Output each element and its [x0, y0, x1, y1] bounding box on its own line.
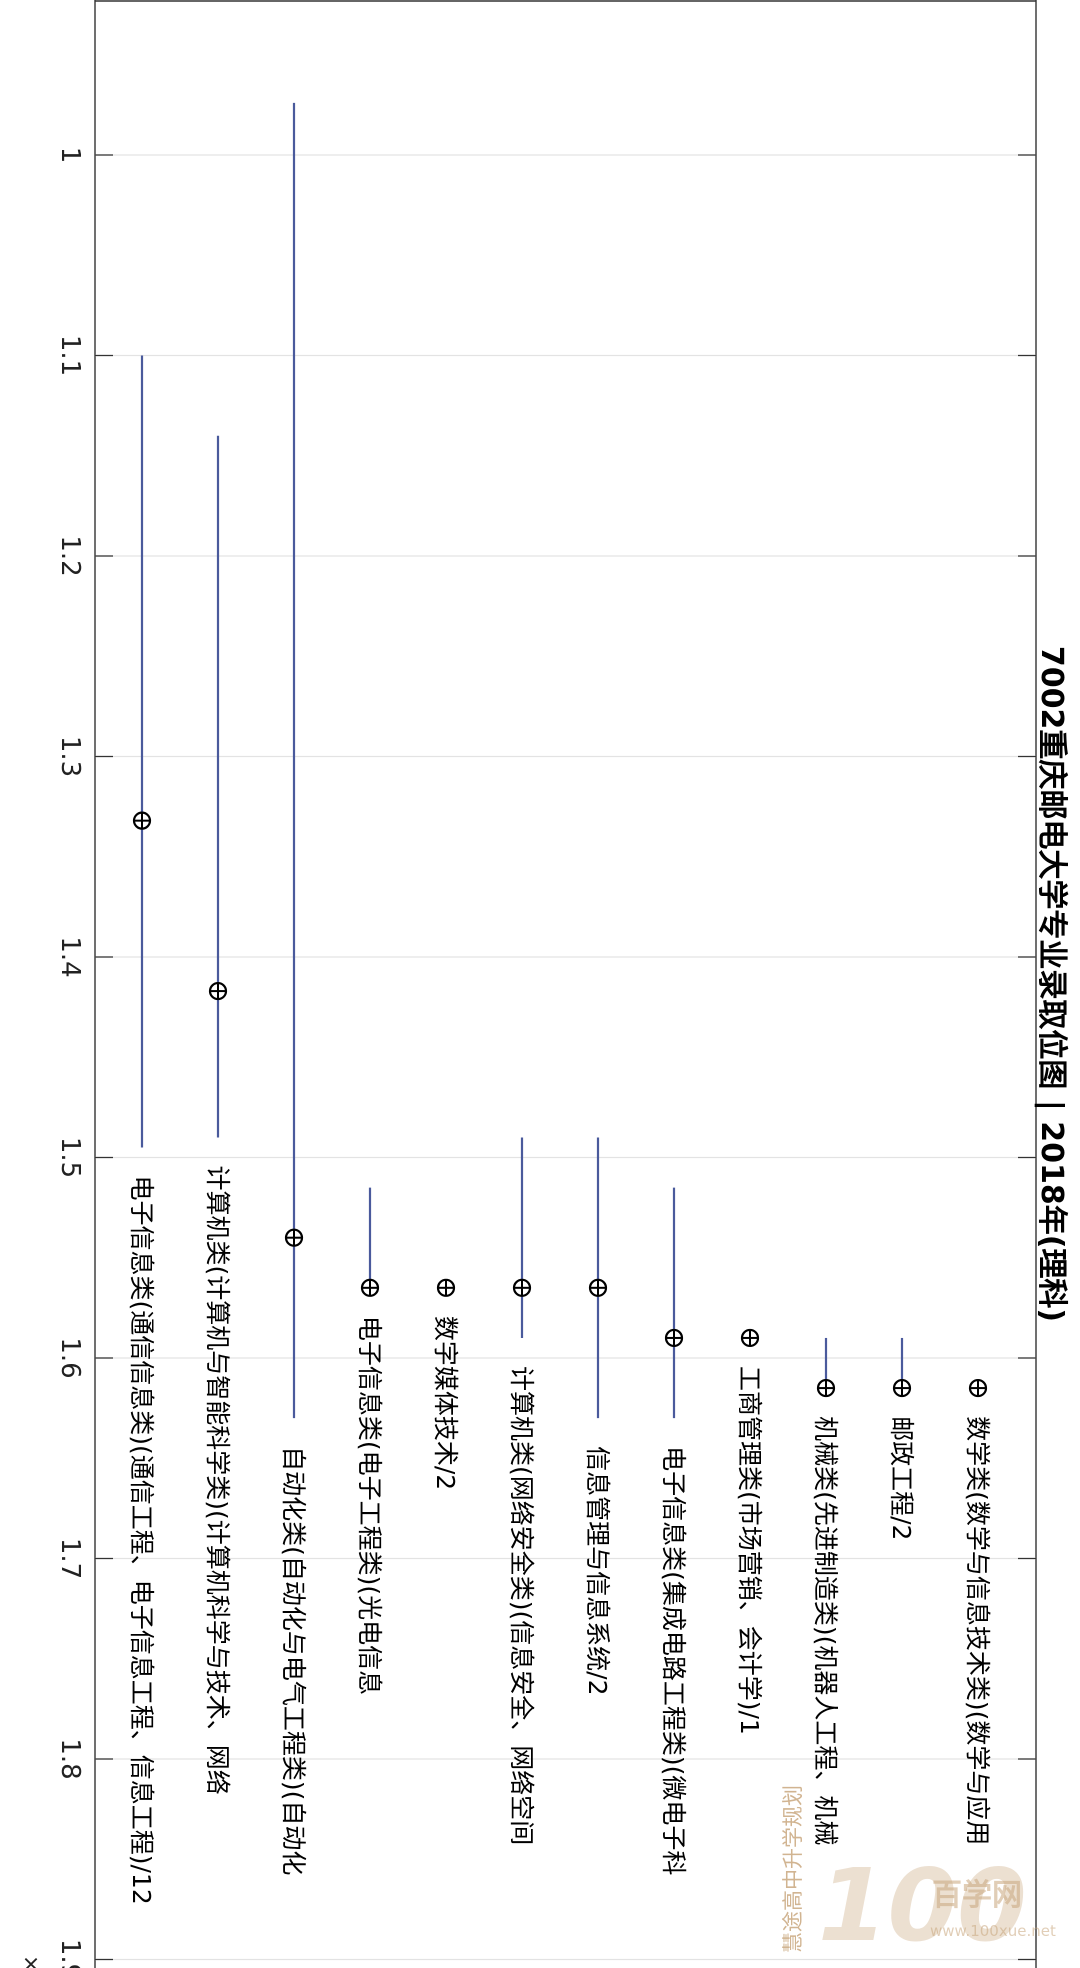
watermark-url: www.100xue.net — [930, 1922, 1056, 1940]
chart-title: 7002重庆邮电大学专业录取位图 | 2018年(理科) — [1034, 646, 1069, 1322]
tick-label: 1.6 — [55, 1337, 85, 1378]
category-label-group: 电子信息类(电子工程类)(光电信息 — [355, 1316, 384, 1695]
wechat-watermark-text: 慧途高中升学规划 — [781, 1785, 805, 1953]
tick-label-group: 1.9 — [55, 1939, 85, 1968]
tick-label: 1.1 — [55, 335, 85, 376]
tick-label: 1.2 — [55, 535, 85, 576]
data-point — [740, 1328, 760, 1348]
data-point — [968, 1378, 988, 1398]
category-label: 自动化类(自动化与电气工程类)(自动化 — [279, 1446, 308, 1875]
axis-ticks: 1 1.1 1.2 1.3 1.4 1.5 1.6 1.7 1.8 1.9 — [55, 147, 1036, 1968]
category-label: 数学类(数学与信息技术类)(数学与应用 — [963, 1416, 992, 1845]
category-label-group: 机械类(先进制造类)(机器人工程、机械 — [811, 1416, 840, 1845]
tick-label-group: 1.1 — [55, 335, 85, 376]
grid-lines — [95, 154, 1036, 1961]
data-point — [892, 1378, 912, 1398]
category-label-group: 电子信息类(通信信息类)(通信工程、电子信息工程、信息工程)/12 — [127, 1175, 156, 1904]
watermark-brand: 百学网 — [932, 1878, 1022, 1913]
data-point — [436, 1278, 456, 1297]
watermark-logo: 100 百学网 www.100xue.net 慧途高中升学规划 — [781, 1785, 1056, 1964]
axis-multiplier: ×104 — [18, 1955, 49, 1968]
tick-label-group: 1 — [55, 147, 85, 164]
axis-multiplier-base: ×10 — [18, 1955, 43, 1968]
category-label-group: 计算机类(网络安全类)(信息安全、网络空间 — [507, 1366, 536, 1845]
data-point — [664, 1328, 684, 1348]
category-label-group: 数字媒体技术/2 — [431, 1316, 460, 1490]
tick-label: 1.5 — [55, 1137, 85, 1178]
category-label: 信息管理与信息系统/2 — [583, 1446, 612, 1695]
data-markers — [132, 811, 988, 1398]
category-label-group: 数学类(数学与信息技术类)(数学与应用 — [963, 1416, 992, 1845]
category-label: 电子信息类(电子工程类)(光电信息 — [355, 1316, 384, 1695]
category-label-group: 电子信息类(集成电路工程类)(微电子科 — [659, 1446, 688, 1875]
tick-label-group: 1.8 — [55, 1738, 85, 1779]
tick-label-group: 1.5 — [55, 1137, 85, 1178]
category-label-group: 邮政工程/2 — [887, 1416, 916, 1540]
category-label: 机械类(先进制造类)(机器人工程、机械 — [811, 1416, 840, 1845]
data-point — [208, 981, 228, 1001]
category-label: 计算机类(网络安全类)(信息安全、网络空间 — [507, 1366, 536, 1845]
category-label-group: 信息管理与信息系统/2 — [583, 1446, 612, 1695]
category-label: 工商管理类(市场营销、会计学)/1 — [735, 1366, 764, 1735]
tick-label: 1.7 — [55, 1538, 85, 1579]
data-point — [360, 1278, 380, 1297]
category-labels: 电子信息类(通信信息类)(通信工程、电子信息工程、信息工程)/12 计算机类(计算… — [127, 1165, 992, 1904]
axis-multiplier-label: ×104 — [18, 1955, 49, 1968]
category-label: 电子信息类(集成电路工程类)(微电子科 — [659, 1446, 688, 1875]
tick-label-group: 1.2 — [55, 535, 85, 576]
category-label: 电子信息类(通信信息类)(通信工程、电子信息工程、信息工程)/12 — [127, 1175, 156, 1904]
tick-label: 1.3 — [55, 736, 85, 777]
range-lines — [140, 102, 904, 1419]
chart-title-group: 7002重庆邮电大学专业录取位图 | 2018年(理科) — [1034, 646, 1069, 1322]
tick-label-group: 1.7 — [55, 1538, 85, 1579]
data-point — [588, 1278, 608, 1297]
category-label-group: 计算机类(计算机与智能科学类)(计算机科学与技术、网络 — [203, 1165, 232, 1794]
category-label-group: 自动化类(自动化与电气工程类)(自动化 — [279, 1446, 308, 1875]
category-label-group: 工商管理类(市场营销、会计学)/1 — [735, 1366, 764, 1735]
wechat-watermark: 慧途高中升学规划 — [781, 1785, 805, 1953]
data-point — [512, 1278, 532, 1297]
tick-label: 1.4 — [55, 936, 85, 977]
category-label: 邮政工程/2 — [887, 1416, 916, 1540]
watermark-number: 100 — [818, 1847, 1027, 1964]
tick-label: 1.8 — [55, 1738, 85, 1779]
data-point — [132, 811, 152, 830]
category-label: 数字媒体技术/2 — [431, 1316, 460, 1490]
data-point — [816, 1378, 836, 1398]
tick-label-group: 1.4 — [55, 936, 85, 977]
tick-label-group: 1.6 — [55, 1337, 85, 1378]
tick-label: 1.9 — [55, 1939, 85, 1968]
plot-frame — [94, 0, 1037, 1968]
tick-label-group: 1.3 — [55, 736, 85, 777]
category-label: 计算机类(计算机与智能科学类)(计算机科学与技术、网络 — [203, 1165, 232, 1794]
data-point — [284, 1228, 304, 1247]
tick-label: 1 — [55, 147, 85, 164]
